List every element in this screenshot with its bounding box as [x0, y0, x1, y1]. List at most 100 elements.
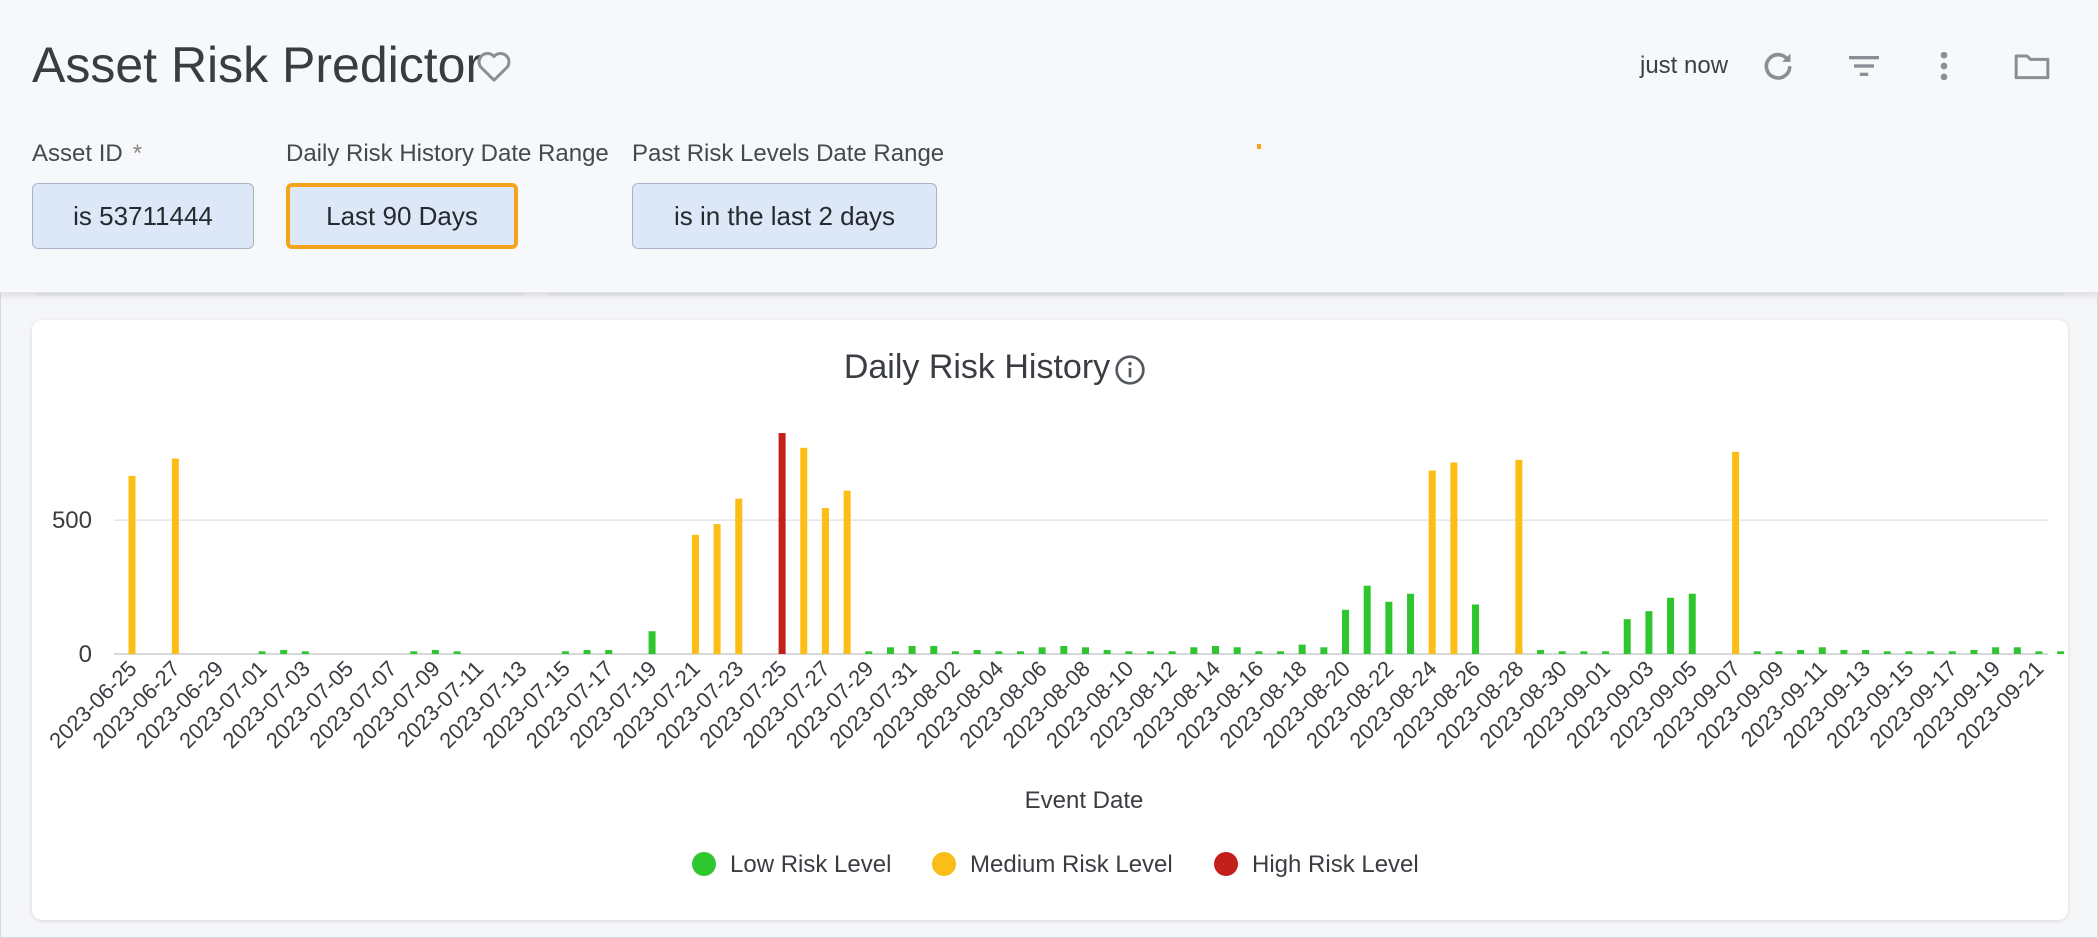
- bar-low-risk-level[interactable]: [1883, 651, 1891, 654]
- bar-low-risk-level[interactable]: [1385, 601, 1393, 654]
- legend-label[interactable]: High Risk Level: [1252, 851, 1419, 878]
- bar-low-risk-level[interactable]: [1818, 647, 1826, 654]
- bar-low-risk-level[interactable]: [1645, 611, 1653, 654]
- x-axis-title: Event Date: [1025, 787, 1144, 814]
- legend-marker: [1214, 852, 1238, 876]
- bar-medium-risk-level[interactable]: [843, 490, 851, 654]
- bar-low-risk-level[interactable]: [1081, 647, 1089, 654]
- bar-low-risk-level[interactable]: [1125, 651, 1133, 654]
- bars: [128, 433, 2065, 654]
- bar-low-risk-level[interactable]: [973, 649, 981, 654]
- bar-low-risk-level[interactable]: [1927, 651, 1935, 654]
- bar-medium-risk-level[interactable]: [128, 475, 136, 654]
- bar-low-risk-level[interactable]: [1342, 609, 1350, 654]
- legend-label[interactable]: Medium Risk Level: [970, 851, 1173, 878]
- bar-low-risk-level[interactable]: [1233, 647, 1241, 654]
- info-icon[interactable]: [1114, 354, 1146, 386]
- bar-medium-risk-level[interactable]: [735, 498, 743, 654]
- bar-low-risk-level[interactable]: [1168, 651, 1176, 654]
- bar-low-risk-level[interactable]: [1948, 651, 1956, 654]
- heart-outline-icon[interactable]: [474, 46, 514, 86]
- bar-medium-risk-level[interactable]: [800, 447, 808, 654]
- bar-low-risk-level[interactable]: [1797, 649, 1805, 654]
- filter-icon[interactable]: [1844, 46, 1884, 86]
- bar-low-risk-level[interactable]: [1255, 651, 1263, 654]
- bar-low-risk-level[interactable]: [1407, 593, 1415, 654]
- y-tick-label: 500: [52, 507, 92, 534]
- bar-low-risk-level[interactable]: [908, 645, 916, 654]
- bar-low-risk-level[interactable]: [1688, 593, 1696, 654]
- bar-low-risk-level[interactable]: [1212, 645, 1219, 654]
- bar-low-risk-level[interactable]: [1537, 649, 1545, 654]
- bar-low-risk-level[interactable]: [1190, 647, 1198, 654]
- bar-low-risk-level[interactable]: [1970, 649, 1978, 654]
- bar-low-risk-level[interactable]: [2057, 651, 2065, 654]
- bar-low-risk-level[interactable]: [583, 649, 591, 654]
- last-updated-text: just now: [1640, 52, 1729, 79]
- past-risk-range-filter-button[interactable]: is in the last 2 days: [632, 183, 937, 249]
- bar-low-risk-level[interactable]: [1905, 651, 1913, 654]
- bar-low-risk-level[interactable]: [995, 651, 1003, 654]
- bar-low-risk-level[interactable]: [1146, 651, 1154, 654]
- refresh-icon[interactable]: [1758, 46, 1798, 86]
- legend-marker: [692, 852, 716, 876]
- daily-risk-range-filter-button[interactable]: Last 90 Days: [286, 183, 518, 249]
- bar-low-risk-level[interactable]: [865, 651, 873, 654]
- bar-medium-risk-level[interactable]: [713, 524, 721, 654]
- bar-low-risk-level[interactable]: [1472, 604, 1480, 654]
- asset-id-filter-button[interactable]: is 53711444: [32, 183, 254, 249]
- bar-low-risk-level[interactable]: [1580, 651, 1588, 654]
- bar-low-risk-level[interactable]: [886, 647, 894, 654]
- bar-medium-risk-level[interactable]: [171, 458, 179, 654]
- bar-low-risk-level[interactable]: [2013, 647, 2021, 654]
- legend-marker: [932, 852, 956, 876]
- bar-low-risk-level[interactable]: [1320, 647, 1328, 654]
- bar-low-risk-level[interactable]: [410, 651, 418, 654]
- bar-low-risk-level[interactable]: [1277, 651, 1285, 654]
- y-tick-label: 0: [79, 641, 92, 668]
- bar-low-risk-level[interactable]: [561, 651, 569, 654]
- bar-medium-risk-level[interactable]: [691, 534, 699, 654]
- bar-low-risk-level[interactable]: [648, 631, 656, 654]
- bar-low-risk-level[interactable]: [951, 651, 959, 654]
- bar-low-risk-level[interactable]: [1103, 649, 1111, 654]
- bar-low-risk-level[interactable]: [1558, 651, 1566, 654]
- folder-icon[interactable]: [2012, 46, 2052, 86]
- bar-low-risk-level[interactable]: [1862, 649, 1870, 654]
- bar-low-risk-level[interactable]: [1667, 597, 1675, 654]
- bar-medium-risk-level[interactable]: [1732, 451, 1740, 654]
- bar-low-risk-level[interactable]: [1602, 651, 1610, 654]
- bar-high-risk-level[interactable]: [778, 433, 786, 654]
- bar-low-risk-level[interactable]: [930, 645, 938, 654]
- bar-low-risk-level[interactable]: [1775, 651, 1783, 654]
- bar-low-risk-level[interactable]: [605, 649, 613, 654]
- bar-low-risk-level[interactable]: [301, 651, 309, 654]
- bar-low-risk-level[interactable]: [1038, 647, 1046, 654]
- bar-low-risk-level[interactable]: [1060, 645, 1068, 654]
- filter-label-past-risk-range: Past Risk Levels Date Range: [632, 140, 945, 167]
- legend-label[interactable]: Low Risk Level: [730, 851, 891, 878]
- bar-medium-risk-level[interactable]: [1450, 462, 1458, 654]
- bar-low-risk-level[interactable]: [1016, 651, 1024, 654]
- bar-low-risk-level[interactable]: [2035, 651, 2043, 654]
- bar-low-risk-level[interactable]: [453, 651, 461, 654]
- bar-low-risk-level[interactable]: [1753, 651, 1761, 654]
- bar-low-risk-level[interactable]: [1992, 647, 2000, 654]
- grid-lines: [114, 519, 2048, 655]
- bar-medium-risk-level[interactable]: [1515, 459, 1523, 654]
- bar-low-risk-level[interactable]: [1363, 585, 1371, 654]
- bar-low-risk-level[interactable]: [1623, 619, 1631, 654]
- bar-low-risk-level[interactable]: [1840, 649, 1848, 654]
- more-vert-icon[interactable]: [1924, 46, 1964, 86]
- bar-medium-risk-level[interactable]: [1428, 470, 1436, 654]
- bar-medium-risk-level[interactable]: [821, 508, 829, 654]
- bar-low-risk-level[interactable]: [431, 649, 439, 654]
- bar-chart: 0 500 2023-06-252023-06-272023-06-292023-…: [44, 433, 2065, 878]
- drag-marker: [1257, 144, 1261, 149]
- bar-low-risk-level[interactable]: [280, 649, 288, 654]
- dashboard-header: Asset Risk Predictor just now Asset ID * …: [0, 0, 2098, 293]
- bar-low-risk-level[interactable]: [1298, 644, 1306, 654]
- tile-edge: [548, 292, 2064, 296]
- bar-low-risk-level[interactable]: [258, 651, 266, 654]
- chart-title: Daily Risk History: [843, 348, 1111, 386]
